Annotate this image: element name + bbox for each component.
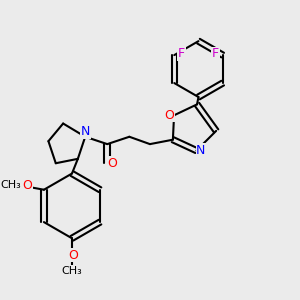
Text: O: O [68,248,78,262]
Text: N: N [196,144,206,157]
Text: F: F [178,47,185,60]
Text: O: O [22,179,32,192]
Text: CH₃: CH₃ [61,266,82,276]
Text: F: F [212,47,219,60]
Text: N: N [80,125,90,138]
Text: O: O [108,157,118,170]
Text: CH₃: CH₃ [0,180,21,190]
Text: O: O [165,109,175,122]
